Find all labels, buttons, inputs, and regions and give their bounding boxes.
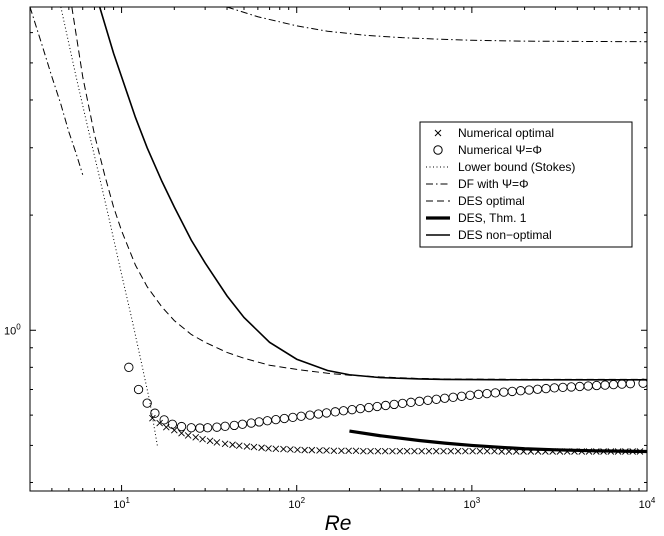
- x-marker-point: [462, 447, 469, 455]
- x-marker-point: [149, 414, 156, 422]
- x-marker-point: [258, 444, 265, 452]
- x-tick-label: 102: [288, 496, 305, 511]
- x-marker-point: [287, 446, 294, 453]
- x-marker-point: [192, 433, 200, 441]
- legend-label: DES non−optimal: [458, 228, 552, 242]
- series-line: [226, 7, 647, 43]
- legend-box: [419, 121, 633, 248]
- x-marker-point: [374, 447, 382, 455]
- x-marker-point: [418, 447, 425, 455]
- legend-label: DES optimal: [458, 194, 525, 208]
- x-marker-point: [272, 445, 280, 453]
- x-marker-point: [330, 447, 338, 455]
- x-marker-point: [411, 447, 418, 455]
- x-marker-point: [308, 446, 316, 454]
- x-marker-point: [381, 447, 389, 455]
- x-marker-point: [221, 440, 229, 448]
- x-marker-point: [476, 447, 484, 455]
- x-marker-point: [432, 447, 440, 455]
- x-marker-point: [469, 447, 476, 455]
- legend-swatch: [433, 145, 443, 155]
- legend-label: DES, Thm. 1: [458, 211, 527, 225]
- circle-marker-point: [202, 423, 213, 433]
- legend-item: DES optimal: [426, 194, 525, 208]
- legend-label: DF with Ψ=Φ: [458, 177, 529, 191]
- x-marker-point: [403, 447, 411, 455]
- x-marker-point: [206, 437, 214, 445]
- circle-marker-point: [167, 419, 178, 429]
- x-marker-point: [352, 447, 360, 455]
- x-tick-label: 104: [639, 496, 656, 511]
- x-marker-point: [345, 447, 352, 455]
- y-tick-label: 100: [4, 322, 21, 337]
- legend-item: Numerical optimal: [434, 126, 554, 140]
- x-axis-title: Re: [325, 512, 352, 535]
- series-line: [60, 7, 158, 446]
- x-marker-point: [213, 439, 221, 446]
- x-marker-point: [498, 448, 506, 455]
- legend-item: Lower bound (Stokes): [426, 160, 575, 174]
- x-marker-point: [301, 446, 308, 454]
- x-marker-point: [338, 447, 345, 455]
- y-axis-ticks: 100: [4, 6, 647, 483]
- x-marker-point: [491, 447, 498, 455]
- x-marker-point: [440, 447, 447, 455]
- x-marker-point: [178, 429, 185, 437]
- circle-marker-point: [220, 421, 230, 431]
- legend-item: Numerical Ψ=Φ: [433, 143, 542, 157]
- series-line: [98, 7, 647, 381]
- circle-marker-point: [237, 419, 248, 429]
- x-marker-point: [483, 447, 491, 455]
- x-marker-point: [323, 447, 330, 454]
- x-marker-point: [396, 447, 404, 455]
- x-marker-point: [199, 435, 206, 443]
- x-marker-point: [454, 447, 462, 455]
- x-marker-point: [280, 445, 287, 453]
- x-marker-point: [243, 443, 251, 450]
- x-marker-point: [229, 441, 236, 449]
- x-marker-point: [316, 447, 323, 454]
- legend: Numerical optimal Numerical Ψ=Φ Lower boun…: [419, 121, 633, 248]
- circle-marker-point: [195, 423, 205, 433]
- circle-marker-point: [296, 411, 306, 421]
- x-marker-point: [250, 443, 258, 451]
- legend-label: Lower bound (Stokes): [458, 160, 575, 174]
- x-marker-point: [235, 442, 243, 450]
- circle-marker-point: [176, 421, 187, 432]
- x-marker-point: [156, 419, 163, 427]
- plot-frame: [29, 6, 648, 492]
- series-line: [30, 7, 84, 175]
- x-marker-point: [447, 447, 455, 455]
- x-marker-point: [265, 445, 272, 452]
- circle-marker-point: [142, 398, 152, 408]
- plot-area: [30, 7, 647, 455]
- series-line: [349, 429, 647, 454]
- legend-item: DES non−optimal: [426, 228, 552, 242]
- circle-marker-point: [133, 384, 144, 395]
- circle-marker-point: [159, 415, 169, 425]
- circle-marker-point: [124, 362, 134, 372]
- x-marker-point: [184, 432, 192, 439]
- circle-marker-point: [321, 408, 332, 418]
- legend-item: DES, Thm. 1: [426, 211, 527, 225]
- x-marker-point: [367, 447, 374, 455]
- x-marker-point: [389, 447, 396, 455]
- legend-item: DF with Ψ=Φ: [426, 177, 529, 191]
- x-axis-ticks: 101 102 103 104: [29, 7, 656, 511]
- x-tick-label: 103: [464, 496, 481, 511]
- x-marker-point: [425, 447, 433, 455]
- circle-marker-point: [150, 408, 160, 418]
- x-marker-point: [294, 446, 301, 454]
- legend-label: Numerical optimal: [458, 126, 554, 140]
- x-tick-label: 101: [113, 496, 130, 511]
- legend-label: Numerical Ψ=Φ: [458, 143, 542, 157]
- x-marker-point: [359, 447, 367, 455]
